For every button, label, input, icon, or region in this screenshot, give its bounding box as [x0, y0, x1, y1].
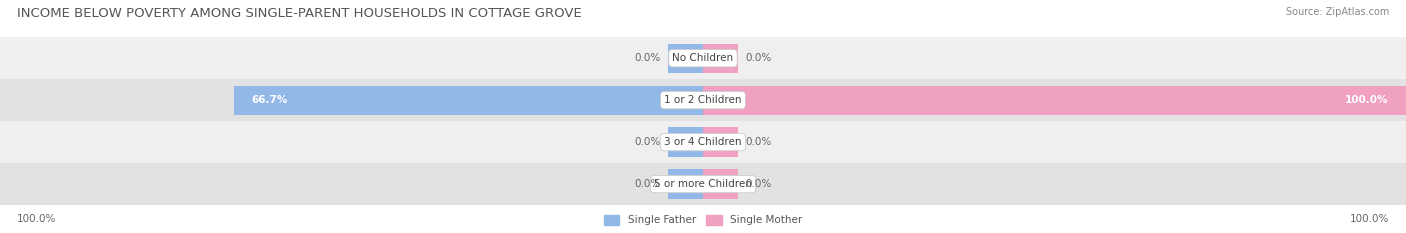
Text: 0.0%: 0.0% [634, 137, 661, 147]
Text: 66.7%: 66.7% [252, 95, 288, 105]
Text: 100.0%: 100.0% [1350, 214, 1389, 224]
Text: 0.0%: 0.0% [634, 53, 661, 63]
Text: INCOME BELOW POVERTY AMONG SINGLE-PARENT HOUSEHOLDS IN COTTAGE GROVE: INCOME BELOW POVERTY AMONG SINGLE-PARENT… [17, 7, 582, 20]
Bar [233, 86, 703, 115]
Bar [703, 86, 1406, 115]
Text: 5 or more Children: 5 or more Children [654, 179, 752, 189]
Text: 1 or 2 Children: 1 or 2 Children [664, 95, 742, 105]
Bar [703, 127, 738, 157]
Bar [703, 44, 738, 73]
Bar [0, 163, 1406, 205]
Text: 0.0%: 0.0% [745, 179, 772, 189]
Text: No Children: No Children [672, 53, 734, 63]
Text: 100.0%: 100.0% [17, 214, 56, 224]
Text: 100.0%: 100.0% [1346, 95, 1389, 105]
Text: Source: ZipAtlas.com: Source: ZipAtlas.com [1285, 7, 1389, 17]
Text: 3 or 4 Children: 3 or 4 Children [664, 137, 742, 147]
Legend: Single Father, Single Mother: Single Father, Single Mother [603, 215, 803, 226]
Bar [0, 79, 1406, 121]
Text: 0.0%: 0.0% [745, 137, 772, 147]
Text: 0.0%: 0.0% [745, 53, 772, 63]
Bar [668, 169, 703, 199]
Bar [0, 121, 1406, 163]
Text: 0.0%: 0.0% [634, 179, 661, 189]
Bar [668, 127, 703, 157]
Bar [703, 169, 738, 199]
Bar [0, 37, 1406, 79]
Bar [668, 44, 703, 73]
